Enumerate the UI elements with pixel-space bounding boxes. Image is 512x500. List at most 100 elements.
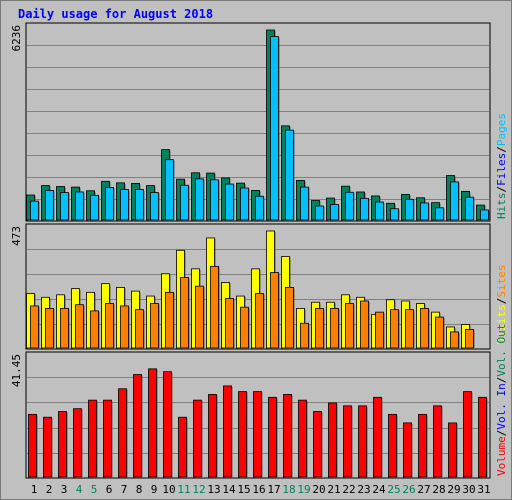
volume-bar-day-2 <box>43 416 52 478</box>
volume-bar-day-7 <box>118 388 127 478</box>
volume-bar-day-29 <box>448 422 457 478</box>
volume-bar-day-9 <box>148 368 157 478</box>
x-tick-label-day-12: 12 <box>192 483 205 496</box>
legend-visits-sites-item-0: Visits <box>495 304 508 344</box>
files-bar-day-8 <box>135 189 144 221</box>
legend-volume-item-0: Volume <box>495 436 508 476</box>
files-bar-day-12 <box>195 178 204 221</box>
volume-bar-day-21 <box>328 402 337 478</box>
volume-bar-day-28 <box>433 405 442 478</box>
volume-bar-day-16 <box>253 391 262 478</box>
files-bar-day-23 <box>360 197 369 221</box>
volume-bar-day-23 <box>358 405 367 478</box>
sites-bar-day-27 <box>420 308 429 349</box>
volume-bar-day-31 <box>478 396 487 478</box>
sites-bar-day-7 <box>120 305 129 349</box>
x-tick-label-day-5: 5 <box>91 483 98 496</box>
files-bar-day-2 <box>45 190 54 221</box>
files-bar-day-25 <box>390 208 399 221</box>
x-tick-label-day-13: 13 <box>207 483 220 496</box>
files-bar-day-10 <box>165 159 174 221</box>
hits-max-label: 6236 <box>10 25 23 52</box>
sites-bar-day-25 <box>390 309 399 349</box>
x-tick-label-day-15: 15 <box>237 483 250 496</box>
x-tick-label-day-7: 7 <box>121 483 128 496</box>
x-tick-label-day-29: 29 <box>447 483 460 496</box>
legend-hits-files-pages-item-1: / <box>495 186 508 193</box>
volume-bar-day-1 <box>28 413 37 478</box>
x-tick-label-day-28: 28 <box>432 483 445 496</box>
legend-visits-sites-item-1: / <box>495 298 508 305</box>
sites-bar-day-16 <box>255 293 264 349</box>
legend-volume: Volume/Vol. In/Vol. Out <box>495 324 508 476</box>
sites-bar-day-23 <box>360 300 369 349</box>
legend-hits-files-pages-item-2: Files <box>495 153 508 186</box>
x-tick-label-day-14: 14 <box>222 483 236 496</box>
files-bar-day-3 <box>60 192 69 221</box>
sites-bar-day-6 <box>105 303 114 349</box>
legend-volume-item-2: Vol. In <box>495 383 508 429</box>
x-tick-label-day-1: 1 <box>31 483 38 496</box>
sites-bar-day-30 <box>465 329 474 349</box>
volume-bar-day-11 <box>178 416 187 478</box>
x-tick-label-day-18: 18 <box>282 483 295 496</box>
volume-bar-day-20 <box>313 411 322 478</box>
files-bar-day-24 <box>375 201 384 221</box>
files-bar-day-29 <box>450 181 459 221</box>
files-bar-day-6 <box>105 186 114 221</box>
x-tick-label-day-19: 19 <box>297 483 310 496</box>
sites-bar-day-3 <box>60 308 69 349</box>
volume-bar-day-24 <box>373 396 382 478</box>
sites-bar-day-15 <box>240 306 249 349</box>
x-tick-label-day-11: 11 <box>177 483 190 496</box>
files-bar-day-19 <box>300 186 309 221</box>
x-tick-label-day-26: 26 <box>402 483 415 496</box>
visits-max-label: 473 <box>10 226 23 246</box>
volume-bar-day-30 <box>463 391 472 478</box>
files-bar-day-17 <box>270 36 279 221</box>
volume-bar-day-8 <box>133 374 142 478</box>
sites-bar-day-17 <box>270 272 279 349</box>
volume-bar-day-25 <box>388 413 397 478</box>
x-tick-label-day-31: 31 <box>477 483 490 496</box>
volume-bar-day-19 <box>298 399 307 478</box>
x-tick-label-day-10: 10 <box>162 483 175 496</box>
volume-bar-day-18 <box>283 394 292 478</box>
files-bar-day-31 <box>480 209 489 221</box>
files-bar-day-30 <box>465 196 474 221</box>
x-tick-label-day-17: 17 <box>267 483 280 496</box>
sites-bar-day-24 <box>375 311 384 349</box>
x-tick-label-day-21: 21 <box>327 483 340 496</box>
legend-hits-files-pages-item-3: / <box>495 146 508 153</box>
volume-bar-day-22 <box>343 405 352 478</box>
volume-bar-day-13 <box>208 394 217 478</box>
legend-volume-item-3: / <box>495 377 508 384</box>
volume-max-label: 41.45 <box>10 354 23 387</box>
volume-bar-day-10 <box>163 371 172 478</box>
files-bar-day-13 <box>210 179 219 221</box>
legend-visits-sites-item-2: Sites <box>495 265 508 298</box>
x-tick-label-day-22: 22 <box>342 483 355 496</box>
sites-bar-day-22 <box>345 303 354 349</box>
sites-bar-day-26 <box>405 309 414 349</box>
volume-bar-day-12 <box>193 399 202 478</box>
sites-bar-day-1 <box>30 305 39 349</box>
legend-volume-item-4: Vol. Out <box>495 324 508 377</box>
x-tick-label-day-30: 30 <box>462 483 475 496</box>
files-bar-day-20 <box>315 205 324 221</box>
sites-bar-day-21 <box>330 308 339 349</box>
files-bar-day-27 <box>420 202 429 221</box>
legend-hits-files-pages-item-4: Pages <box>495 113 508 146</box>
files-bar-day-5 <box>90 194 99 221</box>
sites-bar-day-29 <box>450 331 459 349</box>
files-bar-day-11 <box>180 184 189 221</box>
files-bar-day-28 <box>435 207 444 221</box>
sites-bar-day-4 <box>75 304 84 349</box>
volume-bar-day-14 <box>223 385 232 478</box>
files-bar-day-26 <box>405 198 414 221</box>
sites-bar-day-2 <box>45 308 54 349</box>
sites-bar-day-12 <box>195 285 204 349</box>
volume-bar-day-6 <box>103 399 112 478</box>
legend-hits-files-pages: Hits/Files/Pages <box>495 113 508 219</box>
